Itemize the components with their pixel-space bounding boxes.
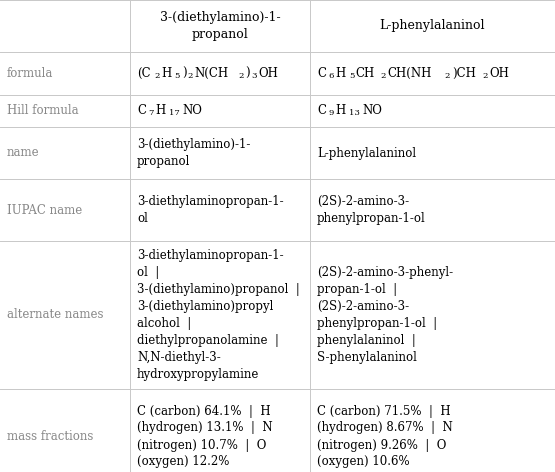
Text: name: name [7,146,39,160]
Text: alternate names: alternate names [7,309,103,321]
Text: C: C [317,104,326,118]
Text: C (carbon) 64.1%  |  H
(hydrogen) 13.1%  |  N
(nitrogen) 10.7%  |  O
(oxygen) 12: C (carbon) 64.1% | H (hydrogen) 13.1% | … [137,405,273,469]
Text: 3-diethylaminopropan-1-
ol  |
3-(diethylamino)propanol  |
3-(diethylamino)propyl: 3-diethylaminopropan-1- ol | 3-(diethyla… [137,249,300,381]
Text: (2S)-2-amino-3-
phenylpropan-1-ol: (2S)-2-amino-3- phenylpropan-1-ol [317,195,426,225]
Text: C: C [317,67,326,80]
Text: OH: OH [259,67,279,80]
Text: H: H [336,67,346,80]
Text: OH: OH [490,67,509,80]
Text: C (carbon) 71.5%  |  H
(hydrogen) 8.67%  |  N
(nitrogen) 9.26%  |  O
(oxygen) 10: C (carbon) 71.5% | H (hydrogen) 8.67% | … [317,405,453,469]
Text: NO: NO [183,104,203,118]
Text: C: C [137,104,146,118]
Text: L-phenylalaninol: L-phenylalaninol [380,19,485,33]
Text: 3-(diethylamino)-1-
propanol: 3-(diethylamino)-1- propanol [160,11,280,41]
Text: H: H [162,67,171,80]
Text: CH: CH [356,67,375,80]
Text: 2: 2 [239,72,244,80]
Text: CH(NH: CH(NH [387,67,432,80]
Text: 5: 5 [175,72,180,80]
Text: L-phenylalaninol: L-phenylalaninol [317,146,416,160]
Text: 17: 17 [169,109,179,117]
Text: Hill formula: Hill formula [7,104,79,118]
Text: 3: 3 [251,72,257,80]
Text: ): ) [245,67,250,80]
Text: 3-diethylaminopropan-1-
ol: 3-diethylaminopropan-1- ol [137,195,284,225]
Text: H: H [336,104,346,118]
Text: 6: 6 [329,72,334,80]
Text: (2S)-2-amino-3-phenyl-
propan-1-ol  |
(2S)-2-amino-3-
phenylpropan-1-ol  |
pheny: (2S)-2-amino-3-phenyl- propan-1-ol | (2S… [317,266,453,364]
Text: ): ) [181,67,186,80]
Text: 13: 13 [349,109,360,117]
Text: 2: 2 [188,72,193,80]
Text: (C: (C [137,67,150,80]
Text: formula: formula [7,67,53,80]
Text: 2: 2 [445,72,450,80]
Text: 2: 2 [381,72,386,80]
Text: 7: 7 [149,109,154,117]
Text: N(CH: N(CH [195,67,229,80]
Text: 2: 2 [155,72,160,80]
Text: mass fractions: mass fractions [7,430,93,443]
Text: )CH: )CH [452,67,476,80]
Text: NO: NO [363,104,383,118]
Text: 3-(diethylamino)-1-
propanol: 3-(diethylamino)-1- propanol [137,138,250,168]
Text: 2: 2 [482,72,488,80]
Text: H: H [155,104,166,118]
Text: IUPAC name: IUPAC name [7,203,82,217]
Text: 9: 9 [329,109,334,117]
Text: 5: 5 [349,72,354,80]
